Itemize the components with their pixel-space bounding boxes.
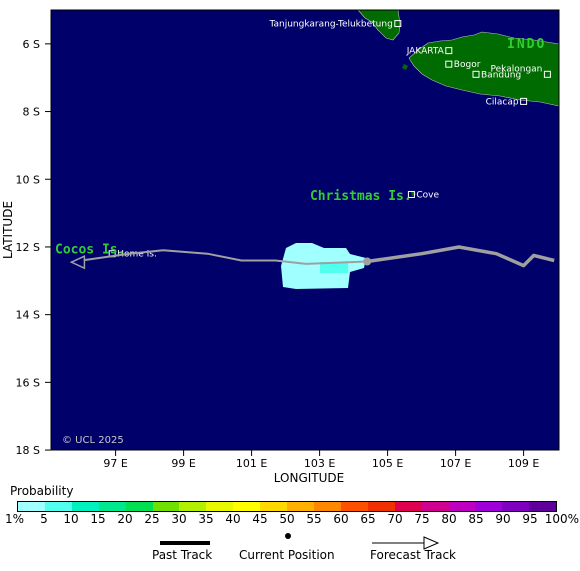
probability-scale-label: 100% (544, 512, 579, 526)
island-name-label: Cocos Is. (55, 242, 125, 257)
probability-color-swatch (421, 502, 449, 511)
map-frame (50, 9, 560, 451)
past-track-label: Past Track (152, 548, 213, 562)
current-position-marker (363, 257, 372, 266)
probability-color-swatch (71, 502, 99, 511)
place-markers: Tanjungkarang-Telukbetung JAKARTA Bogor Pek… (55, 20, 551, 260)
probability-scale-label: 95 (522, 512, 538, 526)
probability-color-swatch (233, 502, 261, 511)
probability-zone-5pct (320, 262, 348, 273)
probability-scale-label: 25 (144, 512, 160, 526)
place-label: Tanjungkarang-Telukbetung (269, 20, 393, 30)
forecast-track (71, 249, 368, 265)
probability-color-swatch (125, 502, 153, 511)
place-label: JAKARTA (406, 47, 445, 57)
lat-tick-label: 8 S (23, 106, 40, 119)
lon-tick-label: 101 E (236, 457, 267, 470)
lat-tick-label: 18 S (16, 444, 40, 457)
sumatra-land (357, 9, 401, 41)
probability-color-swatch (179, 502, 207, 511)
probability-scale-label: 75 (414, 512, 430, 526)
x-axis-title: LONGITUDE (274, 471, 344, 485)
lon-tick-label: 107 E (440, 457, 471, 470)
probability-scale-label: 5 (40, 512, 48, 526)
place-label: Cove (416, 190, 439, 200)
probability-scale-label: 35 (198, 512, 214, 526)
lon-tick-label: 109 E (508, 457, 539, 470)
probability-color-swatch (152, 502, 180, 511)
place-label: Pekalongan (491, 64, 543, 74)
probability-color-swatch (260, 502, 288, 511)
lon-tick-label: 97 E (103, 457, 127, 470)
probability-scale-labels: 1% 5 10 15 20 25 30 35 40 45 50 55 60 65 70 75 80 85 90 95 1… (0, 512, 580, 526)
land-masses (357, 9, 560, 196)
probability-scale-label: 10 (63, 512, 79, 526)
past-track (366, 245, 555, 268)
probability-color-swatch (98, 502, 126, 511)
probability-scale-label: 60 (333, 512, 349, 526)
lat-tick-label: 12 S (16, 241, 40, 254)
probability-scale-label: 45 (252, 512, 268, 526)
storm-tracks (69, 245, 555, 270)
region-label: INDO (507, 37, 546, 52)
lat-tick-label: 10 S (16, 173, 40, 186)
probability-color-swatch (529, 502, 557, 511)
probability-color-swatch (502, 502, 530, 511)
legend-title: Probability (10, 484, 74, 498)
lon-tick-label: 105 E (372, 457, 403, 470)
probability-scale-label: 40 (225, 512, 241, 526)
place-marker-icon (394, 20, 402, 28)
place-marker-icon (445, 47, 453, 55)
lat-tick-label: 14 S (16, 309, 40, 322)
probability-color-swatch (340, 502, 368, 511)
lat-tick-label: 16 S (16, 376, 40, 389)
probability-scale-label: 90 (495, 512, 511, 526)
place-marker-icon (472, 70, 480, 78)
probability-color-swatch (18, 502, 45, 511)
forecast-track-label: Forecast Track (370, 548, 456, 562)
place-label: Cilacap (486, 97, 519, 107)
probability-color-swatch (367, 502, 395, 511)
place-marker-icon (407, 190, 415, 198)
probability-scale-label: 30 (171, 512, 187, 526)
probability-color-swatch (206, 502, 234, 511)
lon-tick-label: 103 E (304, 457, 335, 470)
probability-color-scale (17, 501, 557, 512)
probability-color-swatch (313, 502, 341, 511)
probability-scale-label: 20 (117, 512, 133, 526)
place-label: Home Is. (117, 250, 157, 260)
probability-color-swatch (44, 502, 72, 511)
map-axes: 6 S 8 S 10 S 12 S 14 S 16 S 18 S 97 E 99 E 101 E… (1, 9, 560, 485)
y-axis-title: LATITUDE (1, 201, 15, 259)
probability-scale-label: 70 (387, 512, 403, 526)
place-marker-icon (520, 97, 528, 105)
place-marker-icon (543, 70, 551, 78)
lat-tick-label: 6 S (23, 38, 40, 51)
current-position-key-dot (285, 533, 291, 539)
lon-tick-label: 99 E (171, 457, 195, 470)
probability-area (281, 243, 366, 289)
probability-scale-label: 85 (468, 512, 484, 526)
probability-color-swatch (475, 502, 503, 511)
place-marker-icon (445, 60, 453, 68)
track-legend (160, 533, 440, 550)
place-label: Bandung (481, 70, 521, 80)
place-label: Bogor (454, 60, 481, 70)
probability-color-swatch (287, 502, 314, 511)
probability-scale-label: 50 (279, 512, 295, 526)
copyright: © UCL 2025 (62, 435, 124, 446)
java-small-island (402, 64, 408, 70)
current-position-label: Current Position (239, 548, 335, 562)
probability-scale-label: 80 (441, 512, 457, 526)
probability-color-swatch (394, 502, 422, 511)
probability-scale-label: 55 (306, 512, 322, 526)
probability-color-swatch (448, 502, 476, 511)
island-name-label: Christmas Is. (310, 189, 412, 204)
forecast-arrowhead (69, 255, 86, 270)
probability-scale-label: 15 (90, 512, 106, 526)
probability-scale-label: 1% (5, 512, 25, 526)
forecast-track-key-arrow (423, 536, 440, 550)
probability-scale-label: 65 (360, 512, 376, 526)
